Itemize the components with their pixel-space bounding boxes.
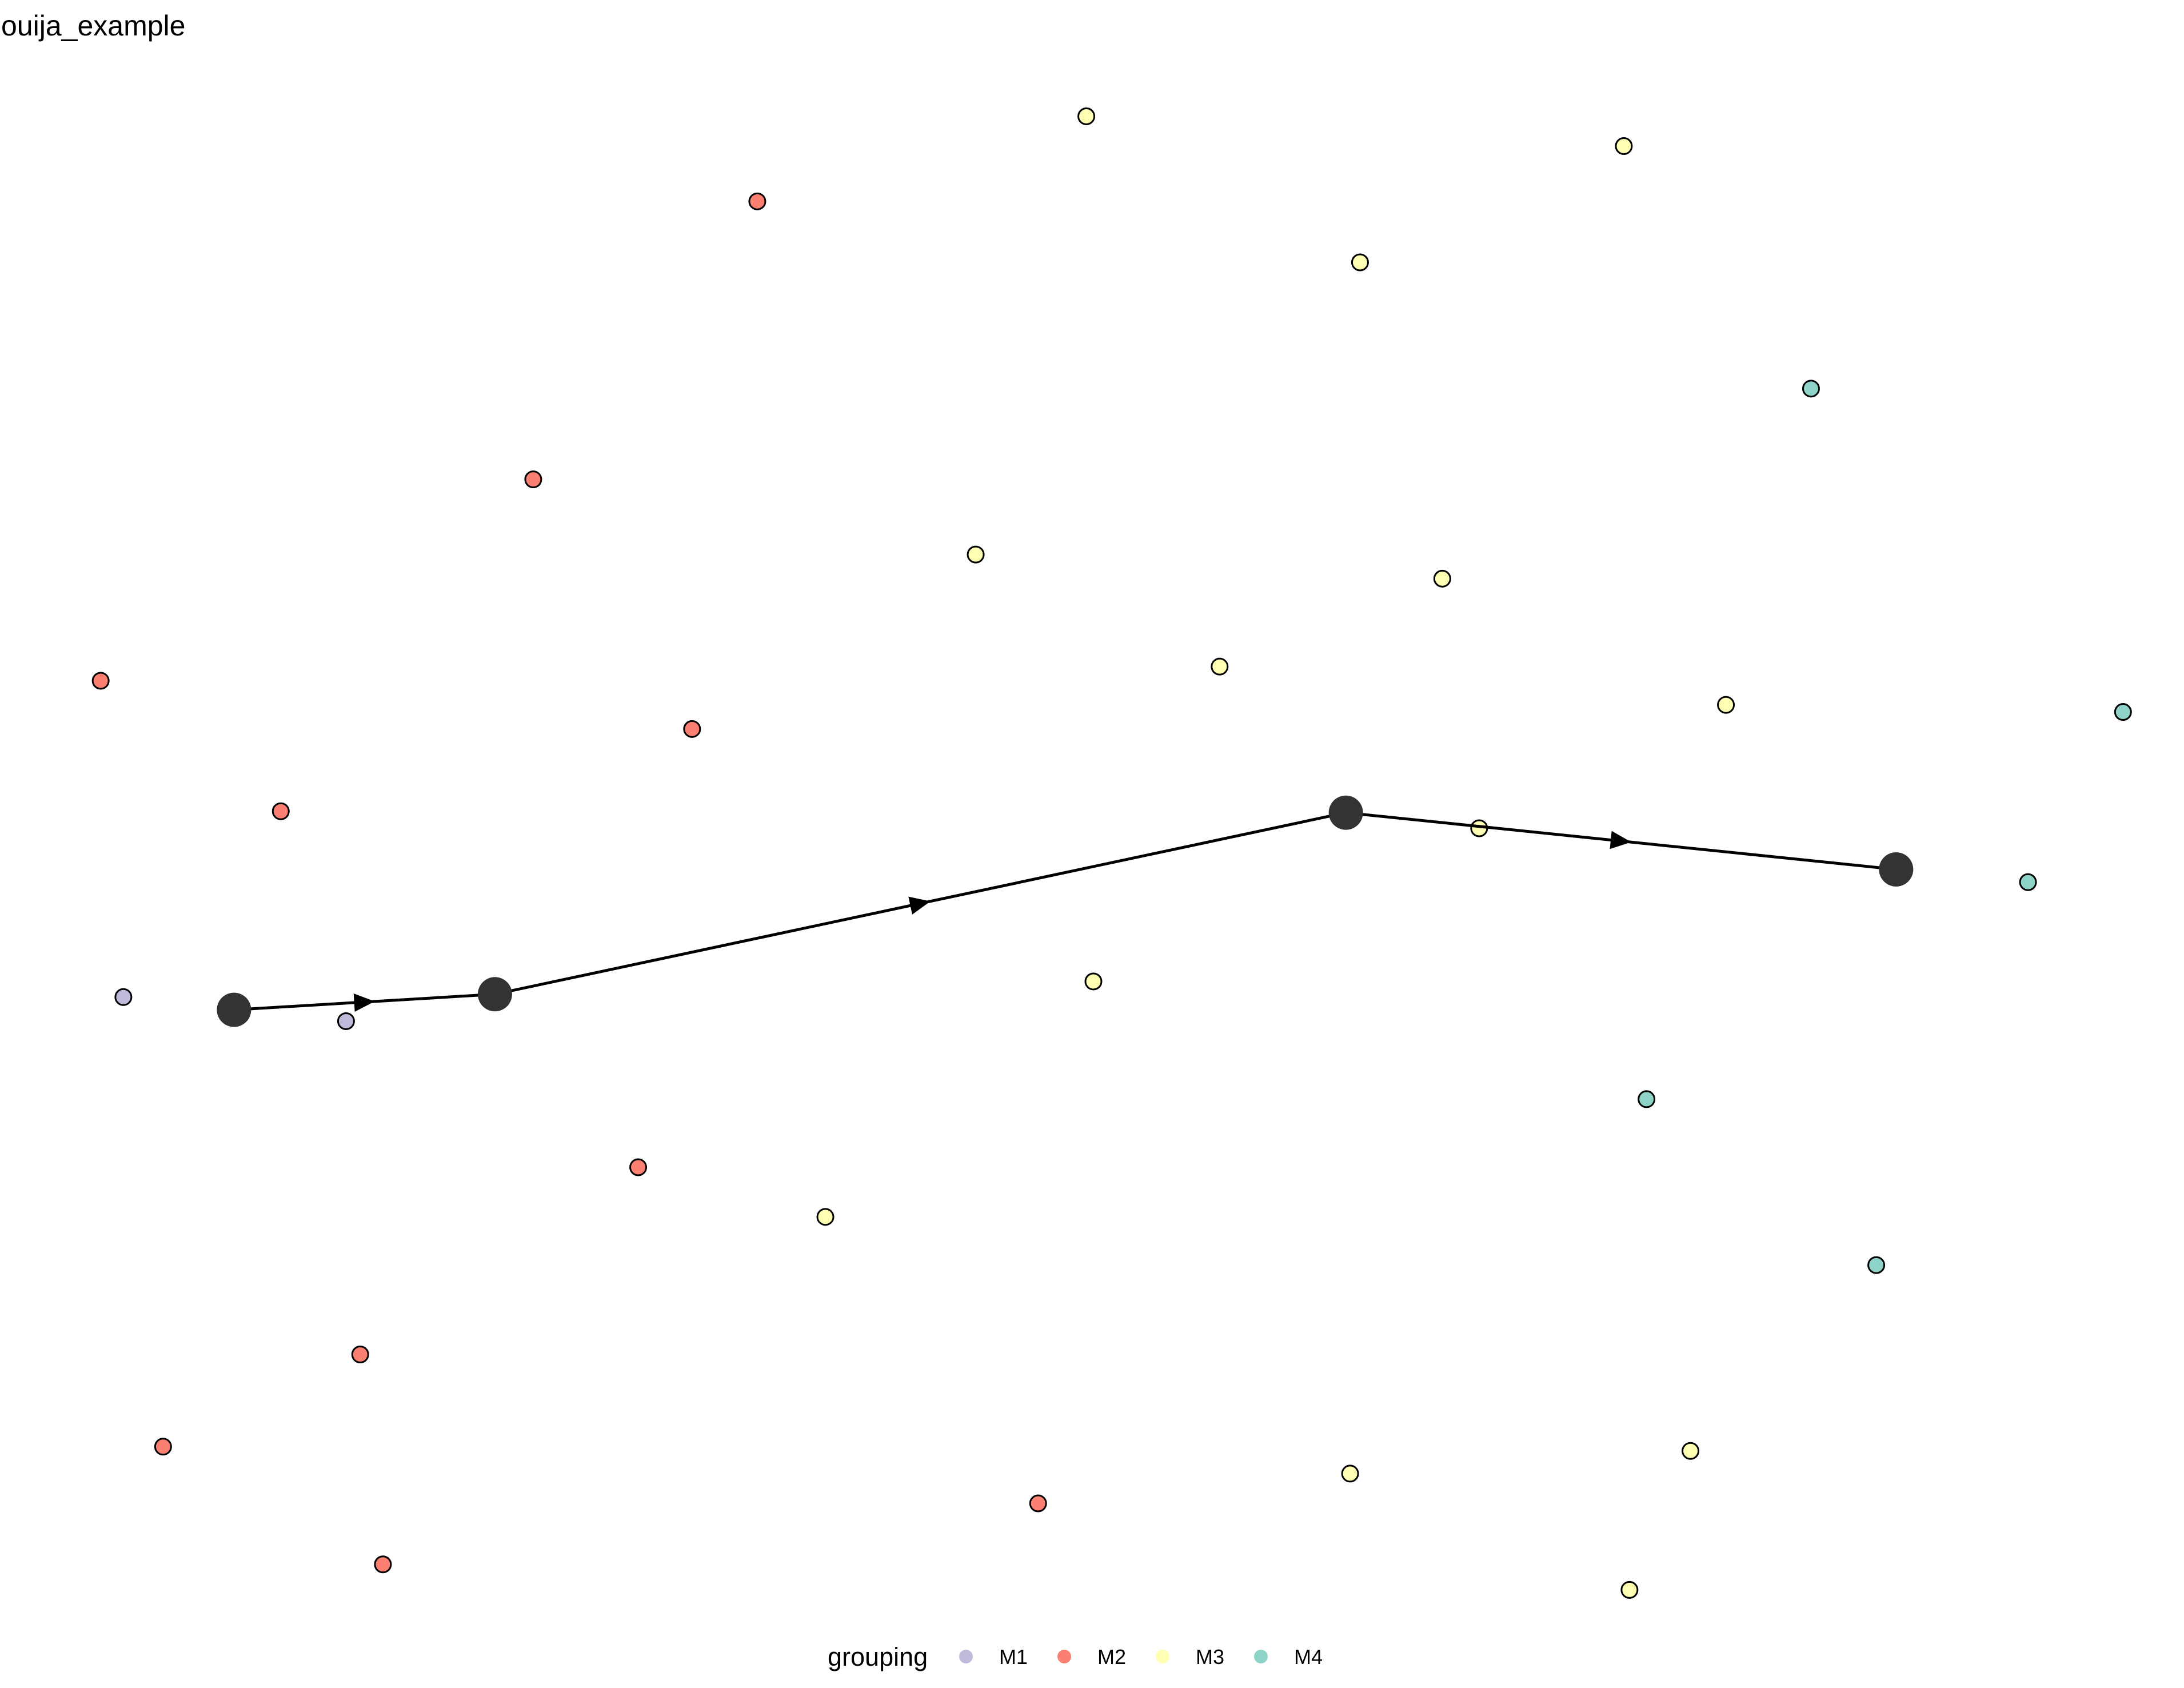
chart-title: ouija_example (1, 10, 185, 42)
trajectory-node-0 (217, 992, 251, 1027)
scatter-point-m2-6 (271, 802, 290, 820)
scatter-point-m3-18 (1717, 696, 1735, 714)
legend-label-m2: M2 (1097, 1645, 1126, 1669)
trajectory-node-2 (1328, 795, 1363, 830)
scatter-point-m3-16 (1433, 569, 1451, 588)
legend-title: grouping (828, 1642, 928, 1671)
scatter-point-m2-5 (683, 720, 701, 738)
scatter-point-m3-24 (1620, 1581, 1639, 1599)
scatter-point-m3-13 (1615, 137, 1633, 155)
scatter-point-m3-12 (1077, 107, 1096, 125)
trajectory-node-3 (1879, 852, 1914, 887)
trajectory-arrow-0 (353, 993, 375, 1012)
trajectory-arrow-1 (908, 896, 931, 915)
legend-label-m3: M3 (1196, 1645, 1224, 1669)
scatter-point-m2-11 (1029, 1494, 1047, 1513)
scatter-point-m2-8 (351, 1346, 369, 1364)
scatter-point-m4-28 (1638, 1090, 1656, 1108)
legend-key-m1 (959, 1650, 973, 1663)
legend-label-m4: M4 (1294, 1645, 1323, 1669)
scatter-point-m2-10 (374, 1555, 392, 1574)
legend: grouping M1 M2 M3 M4 (828, 1642, 1323, 1671)
scatter-point-m3-14 (1351, 253, 1369, 272)
scatter-point-m3-17 (1211, 657, 1229, 676)
scatter-point-m2-9 (154, 1438, 172, 1456)
scatter-point-m4-26 (2114, 703, 2132, 721)
legend-key-m4 (1254, 1650, 1268, 1663)
scatter-points (91, 107, 2132, 1599)
trajectory-path (217, 795, 1914, 1027)
scatter-point-m4-29 (1867, 1256, 1886, 1274)
scatter-point-m2-7 (629, 1158, 648, 1176)
legend-key-m3 (1156, 1650, 1169, 1663)
trajectory-arrow-2 (1610, 831, 1631, 849)
scatter-point-m3-15 (967, 545, 985, 564)
scatter-point-m3-22 (1341, 1464, 1359, 1483)
scatter-point-m2-3 (524, 470, 542, 489)
scatter-point-m4-25 (1802, 380, 1820, 398)
scatter-point-m2-4 (91, 672, 110, 690)
legend-label-m1: M1 (999, 1645, 1028, 1669)
scatter-point-m3-20 (1084, 972, 1103, 991)
scatter-point-m3-21 (816, 1208, 835, 1226)
trajectory-node-1 (477, 977, 512, 1012)
scatter-point-m1-1 (337, 1012, 355, 1030)
scatter-point-m1-0 (114, 988, 133, 1006)
scatter-point-m2-2 (748, 192, 766, 210)
scatter-point-m4-27 (2019, 873, 2037, 891)
legend-key-m2 (1057, 1650, 1071, 1663)
scatter-point-m3-23 (1682, 1442, 1700, 1460)
